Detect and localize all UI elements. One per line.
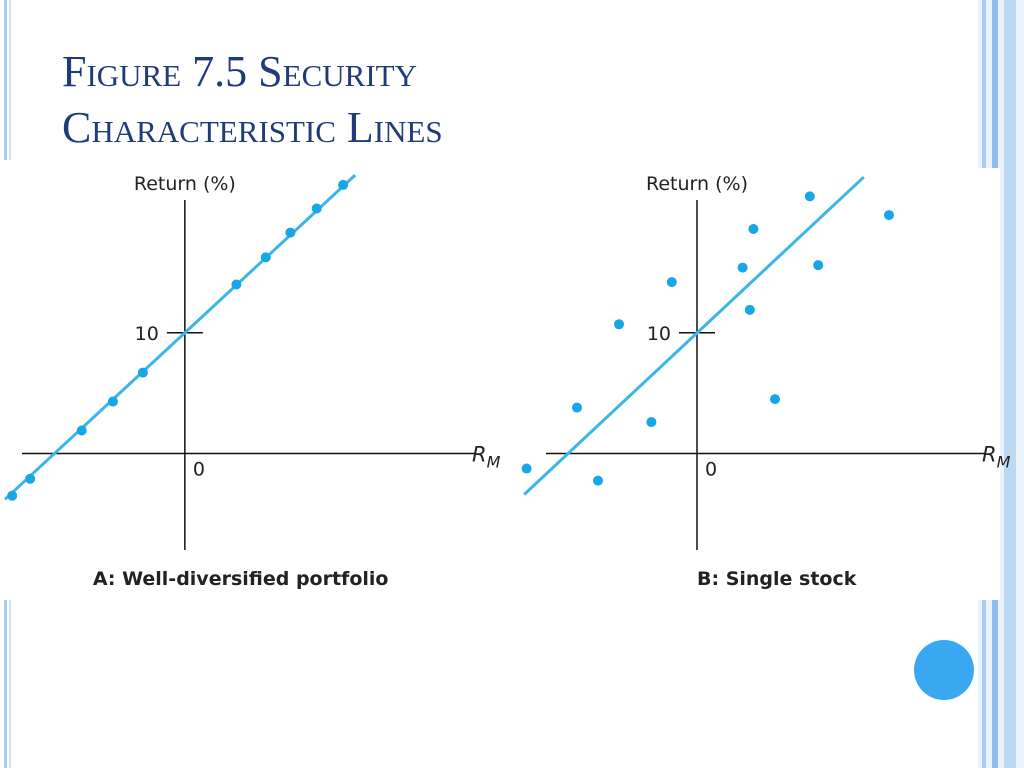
chart-subtitle: A: Well-diversified portfolio (93, 568, 389, 590)
deco-bar (4, 0, 7, 160)
data-point (285, 227, 296, 238)
x-axis-label-sub: M (997, 452, 1011, 471)
figure-area (0, 168, 1000, 600)
x-axis-label-sub: M (487, 452, 501, 471)
y-tick-label: 10 (135, 323, 159, 345)
x-axis-label-main: R (472, 442, 487, 466)
y-tick-label: 10 (647, 323, 671, 345)
x-axis-label: RM (982, 442, 1011, 471)
deco-bar (1004, 0, 1016, 768)
data-point (338, 179, 349, 190)
data-point (804, 191, 815, 202)
data-point (748, 223, 759, 234)
data-point (7, 490, 18, 501)
data-point (25, 473, 36, 484)
y-axis-label: Return (%) (646, 173, 748, 195)
data-point (260, 252, 271, 263)
deco-bar (4, 600, 7, 768)
fit-line (3, 174, 357, 501)
data-point (593, 475, 603, 486)
data-point (231, 279, 242, 290)
data-point (813, 260, 824, 271)
x-axis-label: RM (472, 442, 501, 471)
data-point (137, 367, 148, 378)
data-point (646, 417, 657, 428)
data-point (737, 262, 748, 273)
data-point (76, 425, 87, 436)
fit-line (523, 175, 865, 496)
data-point (614, 319, 624, 330)
data-point (884, 210, 894, 221)
data-point (572, 402, 582, 413)
data-point (770, 394, 780, 405)
data-point (666, 277, 677, 288)
deco-bar (9, 600, 11, 768)
y-tick-label: 0 (705, 458, 717, 480)
data-point (744, 304, 755, 315)
deco-circle (914, 640, 974, 700)
data-point (107, 396, 118, 407)
slide-title: Figure 7.5 Security Characteristic Lines (62, 47, 443, 152)
y-axis-label: Return (%) (134, 173, 236, 195)
x-axis-label-main: R (982, 442, 997, 466)
data-point (311, 203, 322, 214)
data-point (521, 463, 532, 474)
deco-bar (9, 0, 11, 160)
chart-subtitle: B: Single stock (697, 568, 857, 590)
y-tick-label: 0 (193, 458, 205, 480)
